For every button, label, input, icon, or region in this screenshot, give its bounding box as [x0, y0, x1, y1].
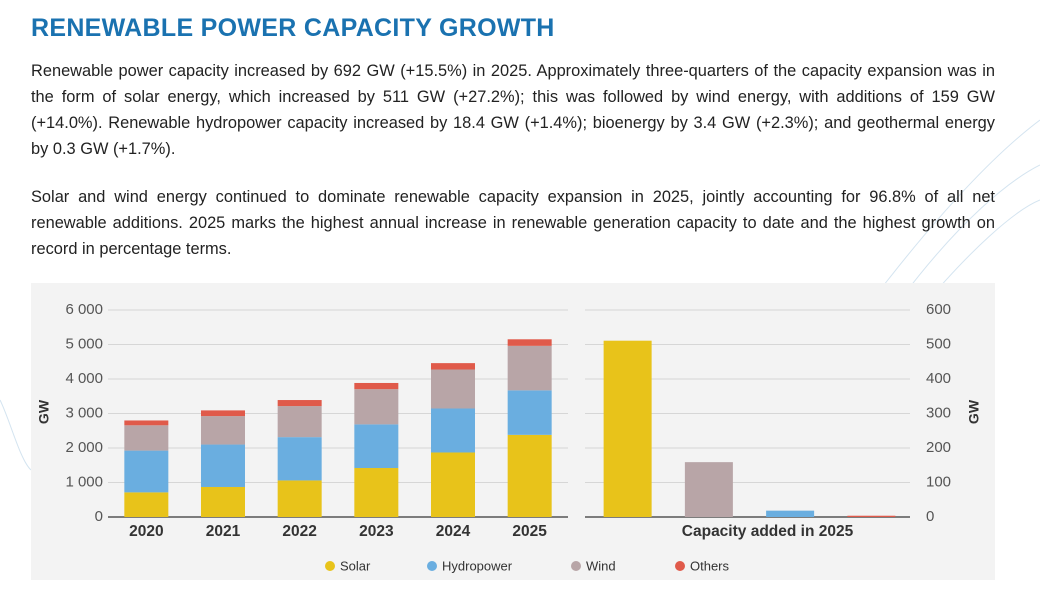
- bar-segment: [277, 480, 322, 517]
- legend-label: Solar: [340, 558, 371, 573]
- y-tick-label: 0: [926, 508, 934, 525]
- page-title: RENEWABLE POWER CAPACITY GROWTH: [31, 14, 555, 42]
- bar-segment: [201, 416, 245, 445]
- y-axis-label: GW: [966, 399, 982, 424]
- y-tick-label: 600: [926, 301, 951, 318]
- x-tick-label: 2021: [206, 523, 241, 540]
- bar: [603, 340, 652, 517]
- legend-label: Others: [690, 558, 730, 573]
- y-tick-label: 2 000: [65, 439, 103, 456]
- x-tick-label: 2025: [512, 523, 547, 540]
- x-tick-label: 2020: [129, 523, 163, 540]
- x-axis-label: Capacity added in 2025: [682, 523, 854, 540]
- bar-segment: [354, 382, 399, 390]
- bar: [766, 510, 815, 517]
- bar-segment: [277, 406, 322, 438]
- bar-segment: [201, 486, 245, 517]
- y-tick-label: 300: [926, 404, 951, 421]
- bar-segment: [124, 420, 169, 426]
- legend-marker: [325, 561, 335, 571]
- bar-segment: [124, 450, 169, 493]
- bar-segment: [431, 408, 475, 453]
- y-tick-label: 200: [926, 439, 951, 456]
- bar-segment: [277, 400, 322, 407]
- bar-segment: [507, 339, 552, 346]
- y-tick-label: 400: [926, 370, 951, 387]
- y-tick-label: 100: [926, 473, 951, 490]
- bar-segment: [354, 468, 399, 517]
- bar-segment: [201, 410, 245, 417]
- bar-segment: [431, 369, 475, 409]
- bar-segment: [277, 437, 322, 481]
- legend-label: Wind: [586, 558, 616, 573]
- y-tick-label: 4 000: [65, 370, 103, 387]
- bar: [847, 515, 896, 517]
- x-tick-label: 2023: [359, 523, 394, 540]
- bar-segment: [354, 389, 399, 425]
- y-tick-label: 1 000: [65, 473, 103, 490]
- y-tick-label: 500: [926, 335, 951, 352]
- legend-marker: [675, 561, 685, 571]
- bar-segment: [431, 452, 475, 517]
- bar-segment: [201, 444, 245, 487]
- y-tick-label: 6 000: [65, 301, 103, 318]
- legend-label: Hydropower: [442, 558, 513, 573]
- bar-segment: [431, 363, 475, 370]
- bar-segment: [507, 345, 552, 391]
- legend-marker: [427, 561, 437, 571]
- bar-segment: [507, 434, 552, 517]
- bar-segment: [124, 425, 169, 451]
- y-tick-label: 5 000: [65, 335, 103, 352]
- y-tick-label: 3 000: [65, 404, 103, 421]
- y-axis-label: GW: [36, 399, 52, 424]
- legend-marker: [571, 561, 581, 571]
- bar-segment: [124, 492, 169, 517]
- bar-segment: [354, 424, 399, 469]
- paragraph: Solar and wind energy continued to domin…: [31, 188, 995, 258]
- bar-segment: [507, 390, 552, 435]
- y-tick-label: 0: [95, 508, 103, 525]
- bar: [684, 462, 733, 517]
- x-tick-label: 2024: [436, 523, 471, 540]
- paragraph: Renewable power capacity increased by 69…: [31, 62, 995, 158]
- x-tick-label: 2022: [282, 523, 316, 540]
